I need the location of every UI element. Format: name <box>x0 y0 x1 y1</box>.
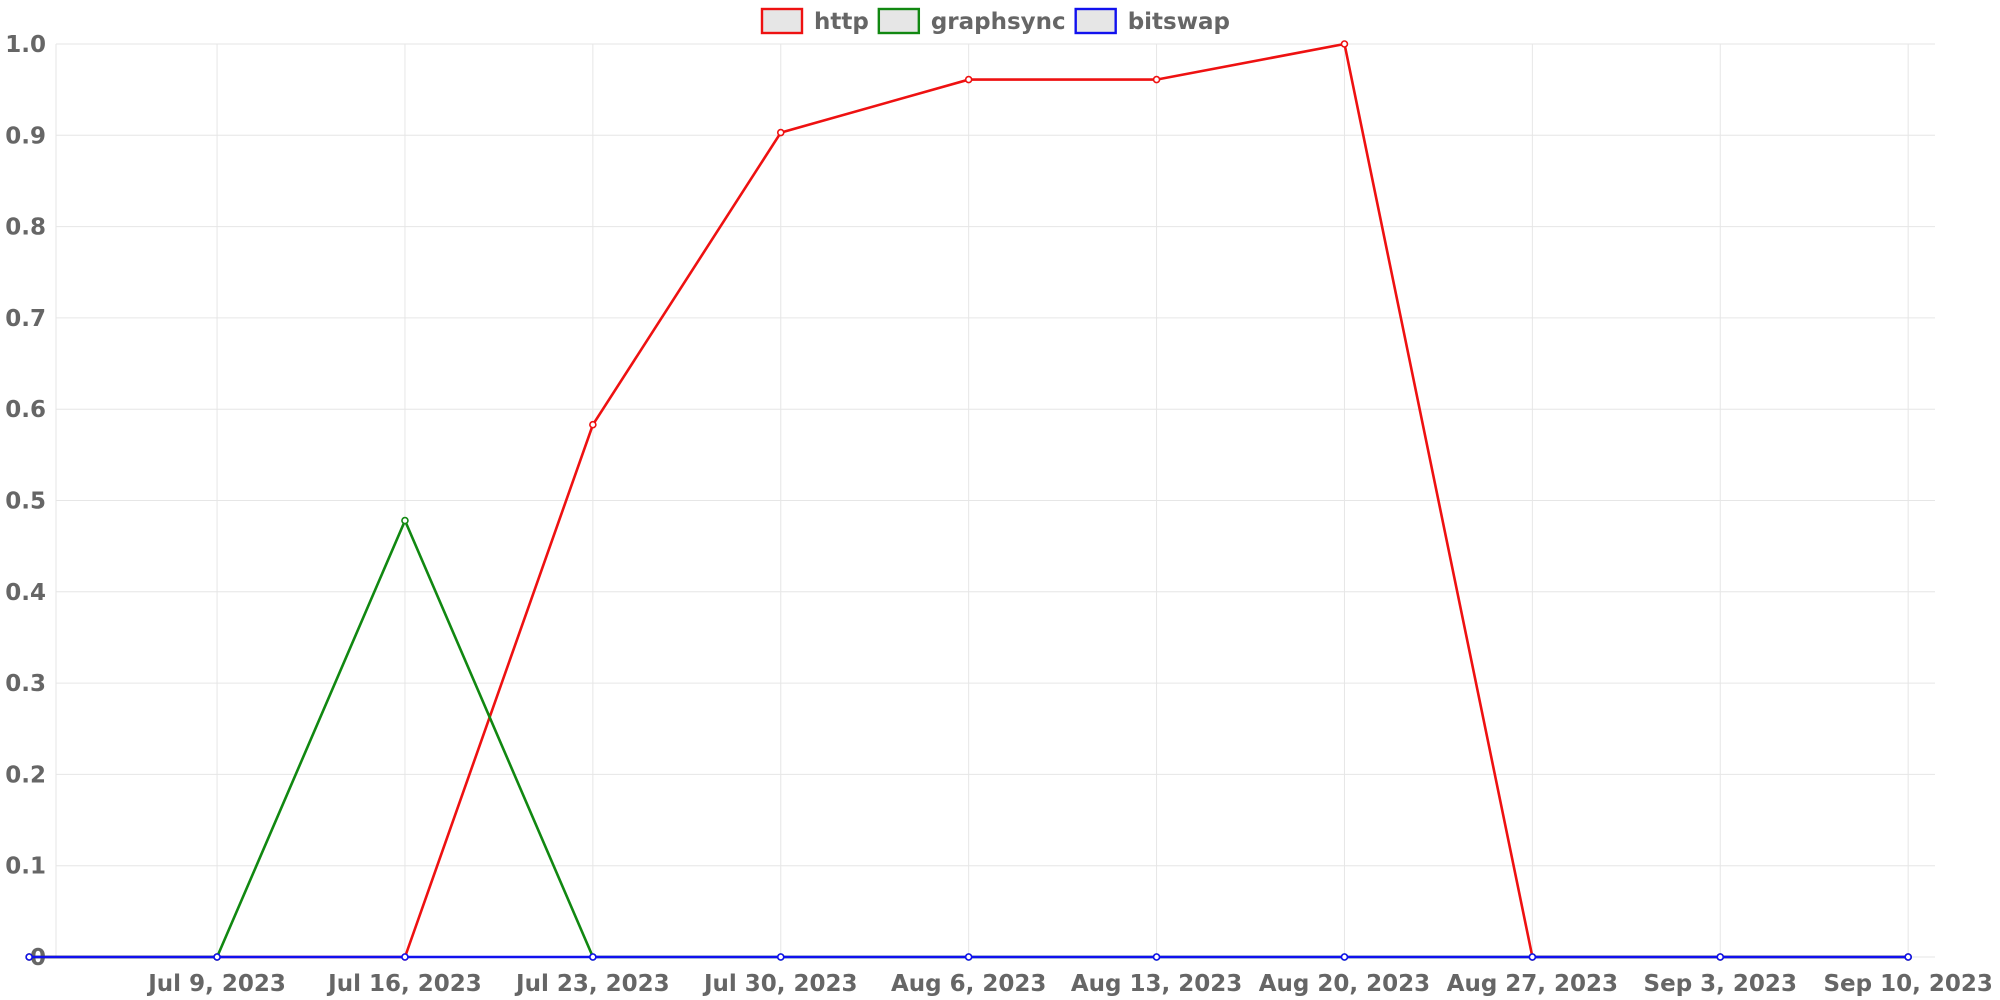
data-point-bitswap <box>1528 953 1537 961</box>
data-point-http <box>589 420 597 429</box>
x-tick-label: Aug 27, 2023 <box>1447 971 1618 997</box>
y-tick-label: 0.2 <box>5 762 46 788</box>
data-point-http <box>776 128 785 137</box>
data-point-bitswap <box>1904 953 1912 961</box>
legend-swatch-graphsync <box>877 7 921 35</box>
x-axis-ticks: Jul 9, 2023 Jul 16, 2023 Jul 23, 2023 Jul 3… <box>146 971 1993 997</box>
data-point-bitswap <box>1340 953 1349 961</box>
grid <box>55 43 1935 958</box>
x-tick-label: Sep 10, 2023 <box>1823 971 1992 997</box>
data-point-http <box>1152 75 1161 84</box>
y-tick-label: 0.6 <box>5 397 46 423</box>
data-point-bitswap <box>25 953 33 961</box>
legend-label-http: http <box>814 9 869 35</box>
data-point-http <box>1340 40 1349 48</box>
series-lines <box>25 40 1912 961</box>
y-tick-label: 0.3 <box>5 671 46 697</box>
y-tick-label: 0.4 <box>5 580 46 606</box>
x-tick-label: Sep 3, 2023 <box>1644 971 1797 997</box>
legend-label-bitswap: bitswap <box>1128 9 1230 35</box>
x-tick-label: Aug 20, 2023 <box>1259 971 1430 997</box>
data-point-bitswap <box>776 953 785 961</box>
x-tick-label: Jul 23, 2023 <box>514 971 670 997</box>
data-point-bitswap <box>964 953 973 961</box>
y-tick-label: 1.0 <box>5 32 46 58</box>
y-tick-label: 0.1 <box>5 854 46 880</box>
legend-label-graphsync: graphsync <box>931 9 1066 35</box>
y-tick-label: 0.5 <box>5 489 46 515</box>
y-axis-ticks: 00.10.20.30.40.50.60.70.80.91.0 <box>5 32 46 971</box>
data-point-graphsync <box>401 516 409 525</box>
x-tick-label: Aug 13, 2023 <box>1071 971 1242 997</box>
y-tick-label: 0.8 <box>5 215 46 241</box>
data-point-bitswap <box>589 953 597 961</box>
data-point-bitswap <box>213 953 221 961</box>
legend: http graphsync bitswap <box>760 7 1230 35</box>
y-tick-label: 0.9 <box>5 123 46 149</box>
data-point-http <box>964 75 973 84</box>
data-point-bitswap <box>401 953 409 961</box>
x-tick-label: Jul 30, 2023 <box>702 971 858 997</box>
y-tick-label: 0.7 <box>5 306 46 332</box>
x-tick-label: Jul 16, 2023 <box>326 971 482 997</box>
legend-swatch-bitswap <box>1074 7 1117 35</box>
data-point-bitswap <box>1716 953 1725 961</box>
legend-swatch-http <box>760 7 804 35</box>
x-tick-label: Aug 6, 2023 <box>891 971 1046 997</box>
x-tick-label: Jul 9, 2023 <box>146 971 286 997</box>
data-point-bitswap <box>1152 953 1161 961</box>
